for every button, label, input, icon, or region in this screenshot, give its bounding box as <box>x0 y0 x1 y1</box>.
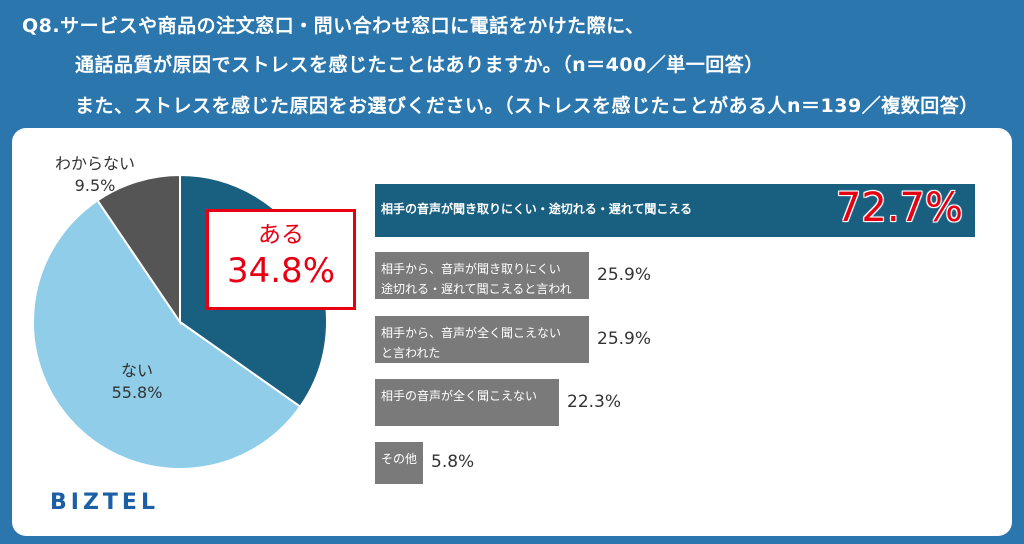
bar-value-4: 5.8% <box>431 452 475 472</box>
header: Q8.サービスや商品の注文窓口・問い合わせ窓口に電話をかけた際に、 通話品質が原… <box>0 0 1024 128</box>
pie-slice-2 <box>96 173 181 326</box>
bar-label-3-line-0: 相手の音声が全く聞こえない <box>381 389 538 403</box>
aru-callout: ある 34.8% <box>206 209 356 310</box>
pie-label-nai: ない 55.8% <box>82 360 192 404</box>
pie-label-wakaranai: わからない 9.5% <box>40 153 150 197</box>
bar-label-0-line-0: 相手の音声が聞き取りにくい・途切れる・遅れて聞こえる <box>381 202 693 216</box>
question-line-3: また、ストレスを感じた原因をお選びください。（ストレスを感じたことがある人n＝1… <box>75 95 979 117</box>
bar-2: 相手から、音声が全く聞こえない と言われた <box>375 316 589 363</box>
chart-panel: わからない 9.5% ない 55.8% ある 34.8% 相手の音声が聞き取りに… <box>12 128 1012 536</box>
pie-label-wakaranai-name: わからない <box>54 154 135 173</box>
bar-1: 相手から、音声が聞き取りにくい途切れる・遅れて聞こえると言われた <box>375 252 589 316</box>
bar-value-1: 25.9% <box>597 264 652 285</box>
bar-label-2-line-1: と言われた <box>381 346 441 360</box>
pie-slice-1 <box>32 198 302 470</box>
aru-callout-label: ある <box>258 222 304 248</box>
bar-4: その他 <box>375 442 423 484</box>
bar-3: 相手の音声が全く聞こえない <box>375 379 559 426</box>
question-line-1: Q8.サービスや商品の注文窓口・問い合わせ窓口に電話をかけた際に、 <box>22 15 645 37</box>
bar-value-0: 72.7% <box>835 185 963 231</box>
bar-label-1-line-1: 途切れる・遅れて聞こえると言われた <box>381 282 572 316</box>
pie-label-nai-name: ない <box>120 361 153 380</box>
pie-label-wakaranai-value: 9.5% <box>74 176 116 195</box>
aru-callout-value: 34.8% <box>226 251 335 291</box>
pie-label-nai-value: 55.8% <box>111 383 163 402</box>
bar-value-3: 22.3% <box>567 391 622 412</box>
bar-label-2-line-0: 相手から、音声が全く聞こえない <box>381 326 562 340</box>
bar-0: 相手の音声が聞き取りにくい・途切れる・遅れて聞こえる <box>375 184 975 237</box>
biztel-logo: BIZTEL <box>50 490 159 515</box>
bar-value-2: 25.9% <box>597 328 652 349</box>
question-line-2: 通話品質が原因でストレスを感じたことはありますか。（n＝400／単一回答） <box>75 54 764 76</box>
bar-label-4-line-0: その他 <box>381 452 418 466</box>
bar-label-1-line-0: 相手から、音声が聞き取りにくい <box>381 262 561 276</box>
